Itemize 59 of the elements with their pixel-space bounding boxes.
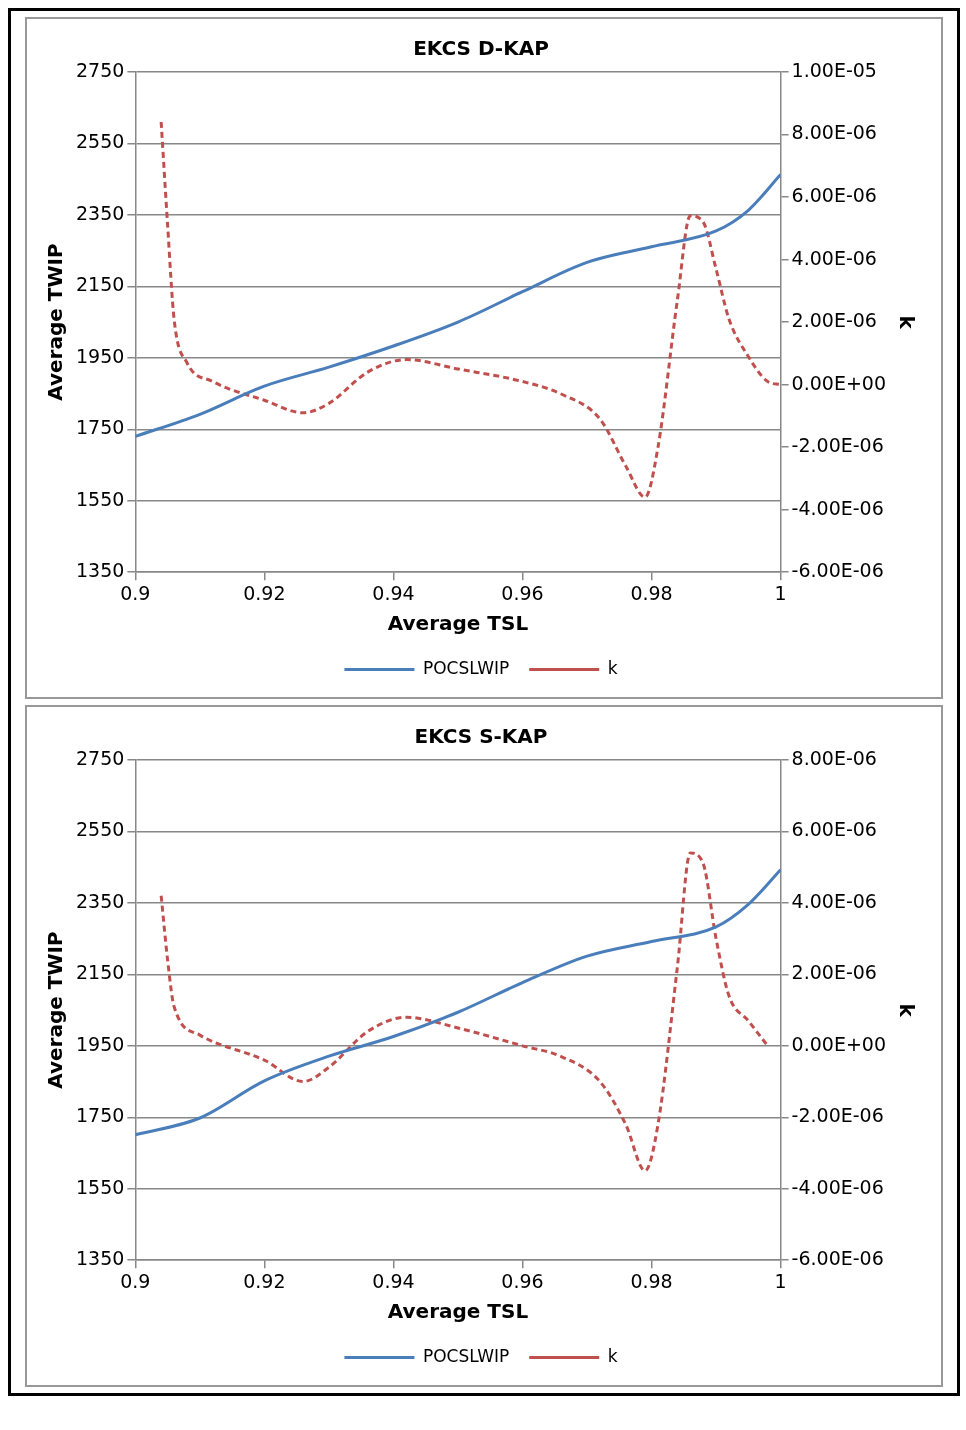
- x-tick-label: 0.98: [630, 1269, 673, 1292]
- y2-axis-title: k: [894, 315, 919, 330]
- y2-tick-label: 0.00E+00: [791, 371, 886, 394]
- y2-tick-label: 0.00E+00: [791, 1032, 886, 1055]
- y2-tick-label: 2.00E-06: [791, 309, 877, 332]
- y-tick-label: 2350: [75, 201, 125, 224]
- x-tick-label: 0.92: [243, 1269, 286, 1292]
- x-tick-label: 0.94: [372, 1269, 415, 1292]
- y-tick-label: 1550: [75, 487, 125, 510]
- legend-label: k: [607, 1345, 618, 1366]
- y-tick-label: 1350: [75, 1247, 125, 1270]
- y2-tick-label: 2.00E-06: [791, 961, 877, 984]
- y-tick-label: 1750: [75, 1104, 125, 1127]
- y-axis-title: Average TWIP: [43, 243, 68, 401]
- y2-tick-label: 8.00E-06: [791, 121, 877, 144]
- y-tick-label: 2750: [75, 746, 125, 769]
- x-tick-label: 0.98: [630, 581, 673, 604]
- y2-tick-label: 8.00E-06: [791, 746, 877, 769]
- y-tick-label: 1950: [75, 344, 125, 367]
- y-tick-label: 2550: [75, 130, 125, 153]
- y2-tick-label: 4.00E-06: [791, 246, 877, 269]
- y-tick-label: 2750: [75, 58, 125, 81]
- y2-tick-label: -6.00E-06: [791, 1247, 884, 1270]
- x-tick-label: 1: [774, 1269, 787, 1292]
- y-tick-label: 1750: [75, 416, 125, 439]
- x-tick-label: 0.92: [243, 581, 286, 604]
- y-axis-title: Average TWIP: [43, 931, 68, 1089]
- y-tick-label: 2150: [75, 961, 125, 984]
- x-tick-label: 0.94: [372, 581, 415, 604]
- x-axis-title: Average TSL: [387, 611, 529, 636]
- x-tick-label: 0.9: [120, 581, 151, 604]
- line-series: [159, 851, 770, 1173]
- legend-label: POCSLWIP: [422, 1345, 510, 1366]
- y2-tick-label: -2.00E-06: [791, 434, 884, 457]
- y2-tick-label: -4.00E-06: [791, 496, 884, 519]
- legend-label: POCSLWIP: [422, 657, 510, 678]
- x-tick-label: 0.96: [501, 581, 544, 604]
- legend-label: k: [607, 657, 618, 678]
- y2-tick-label: -6.00E-06: [791, 559, 884, 582]
- y2-tick-label: -4.00E-06: [791, 1175, 884, 1198]
- y-tick-label: 2350: [75, 889, 125, 912]
- y-tick-label: 2150: [75, 273, 125, 296]
- y2-tick-label: 4.00E-06: [791, 889, 877, 912]
- y-tick-label: 1950: [75, 1032, 125, 1055]
- y2-tick-label: 1.00E-05: [791, 58, 877, 81]
- y-tick-label: 1350: [75, 559, 125, 582]
- y2-tick-label: 6.00E-06: [791, 818, 877, 841]
- y2-axis-title: k: [894, 1003, 919, 1018]
- x-tick-label: 0.96: [501, 1269, 544, 1292]
- x-tick-label: 1: [774, 581, 787, 604]
- y2-tick-label: 6.00E-06: [791, 183, 877, 206]
- chart-title: EKCS S-KAP: [414, 724, 548, 749]
- line-series: [159, 120, 781, 499]
- x-axis-title: Average TSL: [387, 1299, 529, 1324]
- y2-tick-label: -2.00E-06: [791, 1104, 884, 1127]
- y-tick-label: 2550: [75, 818, 125, 841]
- y-tick-label: 1550: [75, 1175, 125, 1198]
- x-tick-label: 0.9: [120, 1269, 151, 1292]
- chart-title: EKCS D-KAP: [413, 36, 549, 61]
